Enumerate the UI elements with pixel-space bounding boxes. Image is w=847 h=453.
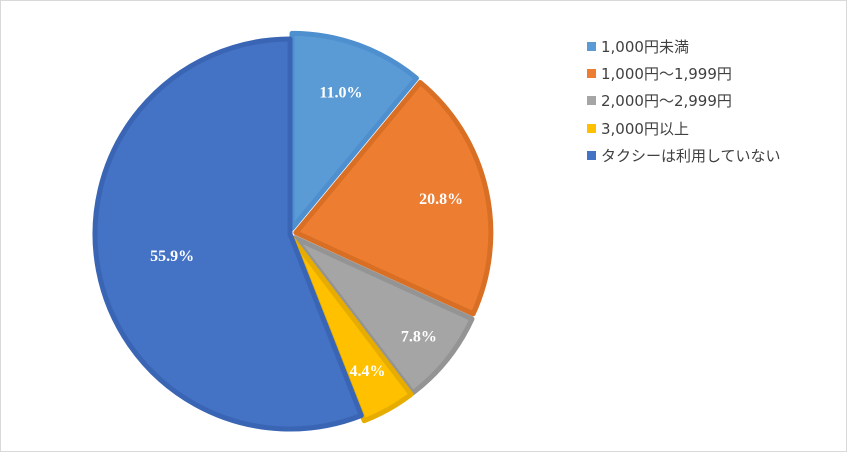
legend-label: 1,000円～1,999円 <box>601 65 732 84</box>
pie-slice-5 <box>92 36 364 432</box>
data-label-2: 20.8% <box>419 191 463 208</box>
pie-slice-1 <box>289 30 419 231</box>
data-label-1: 11.0% <box>319 84 362 101</box>
pie-slice-4 <box>290 236 414 424</box>
legend-label: タクシーは利用していない <box>601 146 781 165</box>
legend-swatch <box>587 123 596 133</box>
legend-item-2: 1,000円～1,999円 <box>587 60 781 87</box>
legend-item-1: 1,000円未満 <box>587 33 781 60</box>
data-label-4: 4.4% <box>350 363 386 380</box>
legend-item-3: 2,000円～2,999円 <box>587 87 781 114</box>
legend-label: 1,000円未満 <box>601 38 689 57</box>
legend: 1,000円未満 1,000円～1,999円 2,000円～2,999円 3,000円… <box>587 33 781 169</box>
legend-item-5: タクシーは利用していない <box>587 142 781 169</box>
data-label-3: 7.8% <box>401 329 437 346</box>
pie-slice-2 <box>293 79 494 317</box>
legend-item-4: 3,000円以上 <box>587 115 781 142</box>
legend-swatch <box>587 42 596 52</box>
legend-swatch <box>587 69 596 79</box>
legend-label: 3,000円以上 <box>601 119 689 138</box>
legend-swatch <box>587 150 596 160</box>
legend-label: 2,000円～2,999円 <box>601 92 732 111</box>
legend-swatch <box>587 96 596 106</box>
pie-slice-3 <box>292 235 475 396</box>
data-label-5: 55.9% <box>150 248 194 265</box>
